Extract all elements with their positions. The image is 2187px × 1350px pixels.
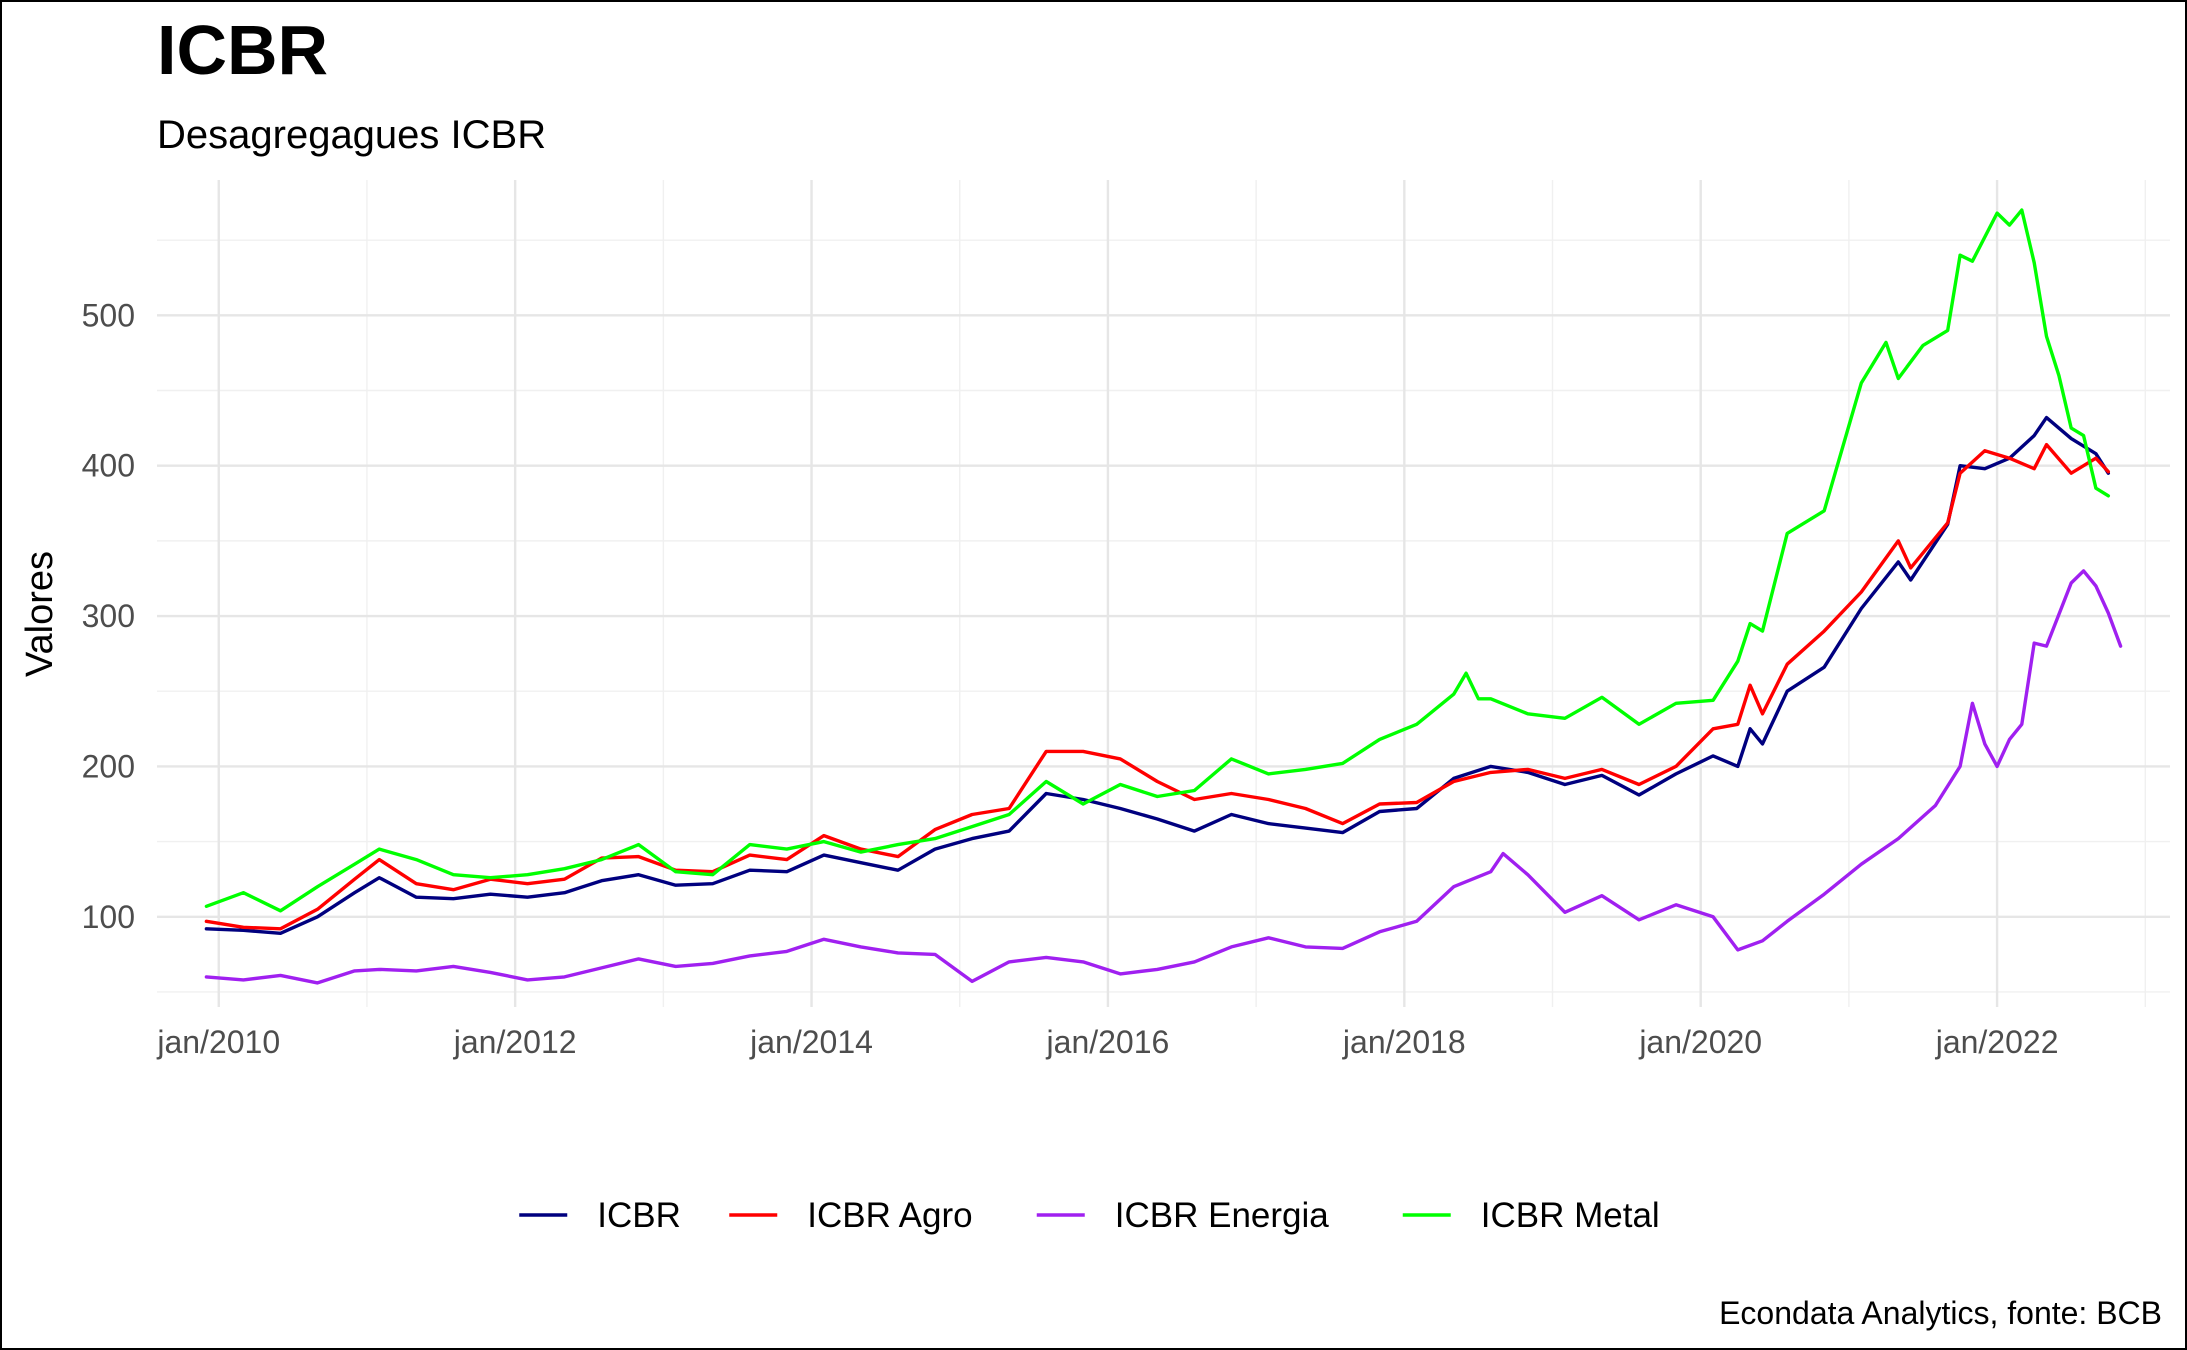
legend-label: ICBR Agro [807,1196,972,1235]
x-tick-label: jan/2020 [1638,1024,1762,1060]
legend-label: ICBR Energia [1115,1196,1330,1235]
series-line-icbr [204,415,2110,935]
series-lines [204,208,2123,985]
legend-label: ICBR [597,1196,681,1235]
chart-subtitle: Desagregagues ICBR [157,113,546,157]
y-axis-label: Valores [19,551,61,677]
x-tick-label: jan/2022 [1935,1024,2059,1060]
minor-gridlines [157,180,2170,1007]
y-tick-label: 400 [82,448,135,484]
major-gridlines [157,180,2170,1007]
y-tick-label: 300 [82,598,135,634]
legend-item: ICBR Energia [1036,1196,1330,1235]
series-line-icbr-agro [204,442,2110,931]
x-tick-label: jan/2014 [749,1024,873,1060]
y-axis-ticks: 100 200 300 400 500 [82,297,135,934]
x-tick-label: jan/2018 [1342,1024,1466,1060]
y-tick-label: 100 [82,899,135,935]
y-tick-label: 200 [82,748,135,784]
legend-item: ICBR [519,1196,681,1235]
x-tick-label: jan/2012 [453,1024,577,1060]
legend-label: ICBR Metal [1481,1196,1660,1235]
y-tick-label: 500 [82,297,135,333]
x-tick-label: jan/2016 [1046,1024,1170,1060]
legend: ICBR ICBR Agro ICBR Energia ICBR Metal [519,1196,1660,1235]
x-tick-label: jan/2010 [156,1024,280,1060]
chart-caption: Econdata Analytics, fonte: BCB [1719,1295,2162,1331]
chart-title: ICBR [157,11,328,89]
x-axis-ticks: jan/2010 jan/2012 jan/2014 jan/2016 jan/2018… [156,1024,2058,1060]
legend-item: ICBR Agro [729,1196,973,1235]
legend-item: ICBR Metal [1402,1196,1660,1235]
series-line-icbr-energia [204,569,2123,985]
series-line-icbr-metal [204,208,2110,913]
